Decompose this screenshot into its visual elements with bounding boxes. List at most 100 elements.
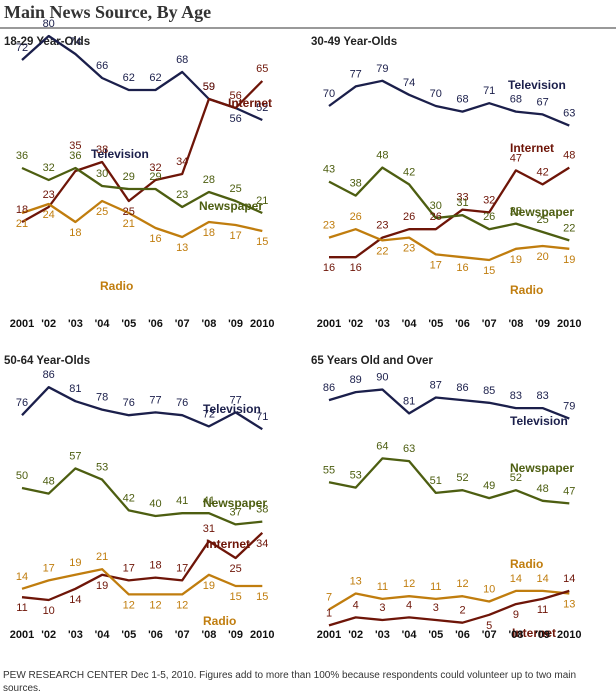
- data-label: 9: [513, 609, 519, 621]
- data-label: 40: [149, 498, 161, 510]
- data-label: 77: [229, 394, 241, 406]
- data-label: 38: [256, 504, 268, 516]
- data-label: 19: [563, 254, 575, 266]
- data-label: 23: [176, 189, 188, 201]
- data-label: 42: [536, 166, 548, 178]
- series-name-internet: Internet: [206, 537, 250, 551]
- data-label: 19: [69, 557, 81, 569]
- x-tick-label: '04: [95, 318, 111, 330]
- series-name-newspaper: Newspaper: [510, 461, 574, 475]
- data-label: 32: [483, 194, 495, 206]
- data-label: 52: [256, 102, 268, 114]
- data-label: 32: [149, 162, 161, 174]
- series-name-television: Television: [510, 414, 568, 428]
- data-label: 12: [403, 578, 415, 590]
- data-label: 26: [483, 211, 495, 223]
- data-label: 31: [203, 523, 215, 535]
- data-label: 17: [430, 259, 442, 271]
- x-tick-label: '03: [375, 318, 390, 330]
- data-label: 62: [149, 72, 161, 84]
- series-line-television: [328, 79, 570, 127]
- series-name-television: Television: [508, 78, 566, 92]
- data-label: 64: [376, 440, 388, 452]
- panel-title: 65 Years Old and Over: [311, 355, 433, 367]
- x-tick-label: '09: [535, 318, 550, 330]
- data-label: 41: [203, 495, 215, 507]
- panel-2: 30-49 Year-Olds 70 77 79 74 70 68 71 68 67 63 Telev…: [311, 36, 582, 330]
- series-name-radio: Radio: [100, 279, 133, 293]
- data-label: 15: [229, 591, 241, 603]
- data-label: 76: [123, 397, 135, 409]
- data-label: 70: [430, 88, 442, 100]
- data-label: 32: [43, 162, 55, 174]
- data-label: 19: [510, 254, 522, 266]
- data-label: 21: [256, 195, 268, 207]
- x-tick-label: '06: [148, 318, 163, 330]
- x-tick-label: '04: [402, 629, 418, 641]
- x-tick-label: '08: [508, 629, 523, 641]
- data-label: 59: [203, 81, 215, 93]
- data-label: 18: [149, 560, 161, 572]
- x-tick-label: '03: [68, 629, 83, 641]
- data-label: 71: [256, 411, 268, 423]
- data-label: 42: [123, 492, 135, 504]
- data-label: 35: [69, 140, 81, 152]
- x-tick-label: '02: [41, 318, 56, 330]
- data-label: 4: [353, 599, 359, 611]
- data-label: 14: [536, 573, 548, 585]
- data-label: 17: [229, 230, 241, 242]
- data-label: 38: [350, 178, 362, 190]
- data-label: 10: [43, 605, 55, 617]
- series-name-newspaper: Newspaper: [510, 205, 574, 219]
- data-label: 19: [96, 580, 108, 592]
- data-label: 20: [536, 251, 548, 263]
- data-label: 4: [406, 599, 412, 611]
- data-label: 86: [323, 382, 335, 394]
- data-label: 30: [96, 168, 108, 180]
- data-label: 71: [483, 85, 495, 97]
- data-label: 72: [16, 42, 28, 54]
- data-label: 17: [176, 562, 188, 574]
- data-label: 79: [376, 63, 388, 75]
- series-line-television: [21, 34, 263, 122]
- series-name-internet: Internet: [512, 626, 556, 640]
- data-label: 17: [123, 562, 135, 574]
- data-label: 76: [176, 397, 188, 409]
- data-label: 42: [403, 166, 415, 178]
- data-label: 12: [456, 578, 468, 590]
- data-label: 26: [350, 211, 362, 223]
- x-tick-label: '09: [228, 629, 243, 641]
- x-tick-label: 2010: [250, 318, 274, 330]
- series-line-radio: [21, 199, 263, 239]
- panel-title: 50-64 Year-Olds: [4, 355, 90, 367]
- footnote: PEW RESEARCH CENTER Dec 1-5, 2010. Figur…: [3, 670, 577, 694]
- data-label: 22: [563, 222, 575, 234]
- data-label: 15: [256, 591, 268, 603]
- x-tick-label: '08: [508, 318, 523, 330]
- data-label: 77: [149, 394, 161, 406]
- series-name-radio: Radio: [510, 283, 543, 297]
- x-tick-label: '05: [428, 318, 443, 330]
- x-tick-label: 2001: [317, 318, 341, 330]
- chart-title: Main News Source, By Age: [4, 2, 212, 22]
- data-label: 21: [96, 551, 108, 563]
- data-label: 11: [537, 604, 548, 616]
- x-tick-label: '05: [121, 629, 136, 641]
- series-name-television: Television: [203, 402, 261, 416]
- data-label: 68: [176, 54, 188, 66]
- data-label: 3: [379, 602, 385, 614]
- x-tick-label: 2010: [250, 629, 274, 641]
- data-label: 33: [456, 192, 468, 204]
- series-name-radio: Radio: [510, 557, 543, 571]
- data-label: 34: [176, 156, 188, 168]
- data-label: 16: [149, 233, 161, 245]
- data-label: 53: [350, 470, 362, 482]
- data-label: 81: [69, 383, 81, 395]
- data-label: 63: [563, 108, 575, 120]
- data-label: 74: [403, 77, 415, 89]
- data-label: 11: [430, 581, 441, 593]
- x-tick-label: '07: [482, 629, 497, 641]
- data-label: 62: [123, 72, 135, 84]
- data-label: 67: [536, 96, 548, 108]
